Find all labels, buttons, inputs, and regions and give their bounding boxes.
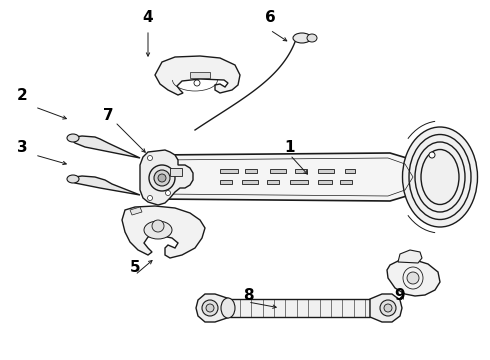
- Ellipse shape: [67, 175, 79, 183]
- Polygon shape: [155, 56, 240, 95]
- Text: 2: 2: [17, 87, 27, 103]
- Polygon shape: [387, 260, 440, 296]
- Ellipse shape: [307, 34, 317, 42]
- Ellipse shape: [293, 33, 311, 43]
- Polygon shape: [155, 153, 420, 201]
- Bar: [267, 180, 279, 184]
- Circle shape: [147, 195, 152, 201]
- Polygon shape: [122, 206, 205, 258]
- Polygon shape: [72, 176, 140, 195]
- Polygon shape: [72, 136, 140, 158]
- Circle shape: [380, 300, 396, 316]
- Polygon shape: [196, 294, 230, 322]
- Polygon shape: [370, 294, 402, 322]
- Circle shape: [152, 220, 164, 232]
- Bar: [295, 169, 307, 173]
- Text: 5: 5: [130, 261, 140, 275]
- Circle shape: [202, 300, 218, 316]
- Bar: [340, 180, 352, 184]
- Circle shape: [384, 304, 392, 312]
- Circle shape: [149, 165, 175, 191]
- Polygon shape: [190, 72, 210, 78]
- Polygon shape: [398, 250, 422, 263]
- Polygon shape: [230, 299, 370, 317]
- Circle shape: [147, 156, 152, 161]
- Bar: [245, 169, 257, 173]
- Polygon shape: [140, 150, 193, 205]
- Bar: [318, 180, 332, 184]
- Polygon shape: [130, 207, 142, 215]
- Circle shape: [166, 190, 171, 195]
- Text: 6: 6: [265, 10, 275, 26]
- Bar: [242, 180, 258, 184]
- Ellipse shape: [144, 221, 172, 239]
- Ellipse shape: [402, 127, 477, 227]
- Circle shape: [194, 80, 200, 86]
- Circle shape: [158, 174, 166, 182]
- Bar: [220, 169, 238, 173]
- Circle shape: [154, 170, 170, 186]
- Bar: [318, 169, 334, 173]
- Ellipse shape: [67, 134, 79, 142]
- Polygon shape: [170, 168, 182, 176]
- Text: 4: 4: [143, 10, 153, 26]
- Text: 8: 8: [243, 288, 253, 302]
- Ellipse shape: [221, 298, 235, 318]
- Bar: [290, 180, 308, 184]
- Text: 7: 7: [103, 108, 113, 122]
- Circle shape: [206, 304, 214, 312]
- Bar: [270, 169, 286, 173]
- Text: 9: 9: [394, 288, 405, 302]
- Circle shape: [429, 152, 435, 158]
- Bar: [220, 180, 232, 184]
- Text: 3: 3: [17, 140, 27, 156]
- Text: 1: 1: [285, 140, 295, 156]
- Bar: [345, 169, 355, 173]
- Circle shape: [407, 272, 419, 284]
